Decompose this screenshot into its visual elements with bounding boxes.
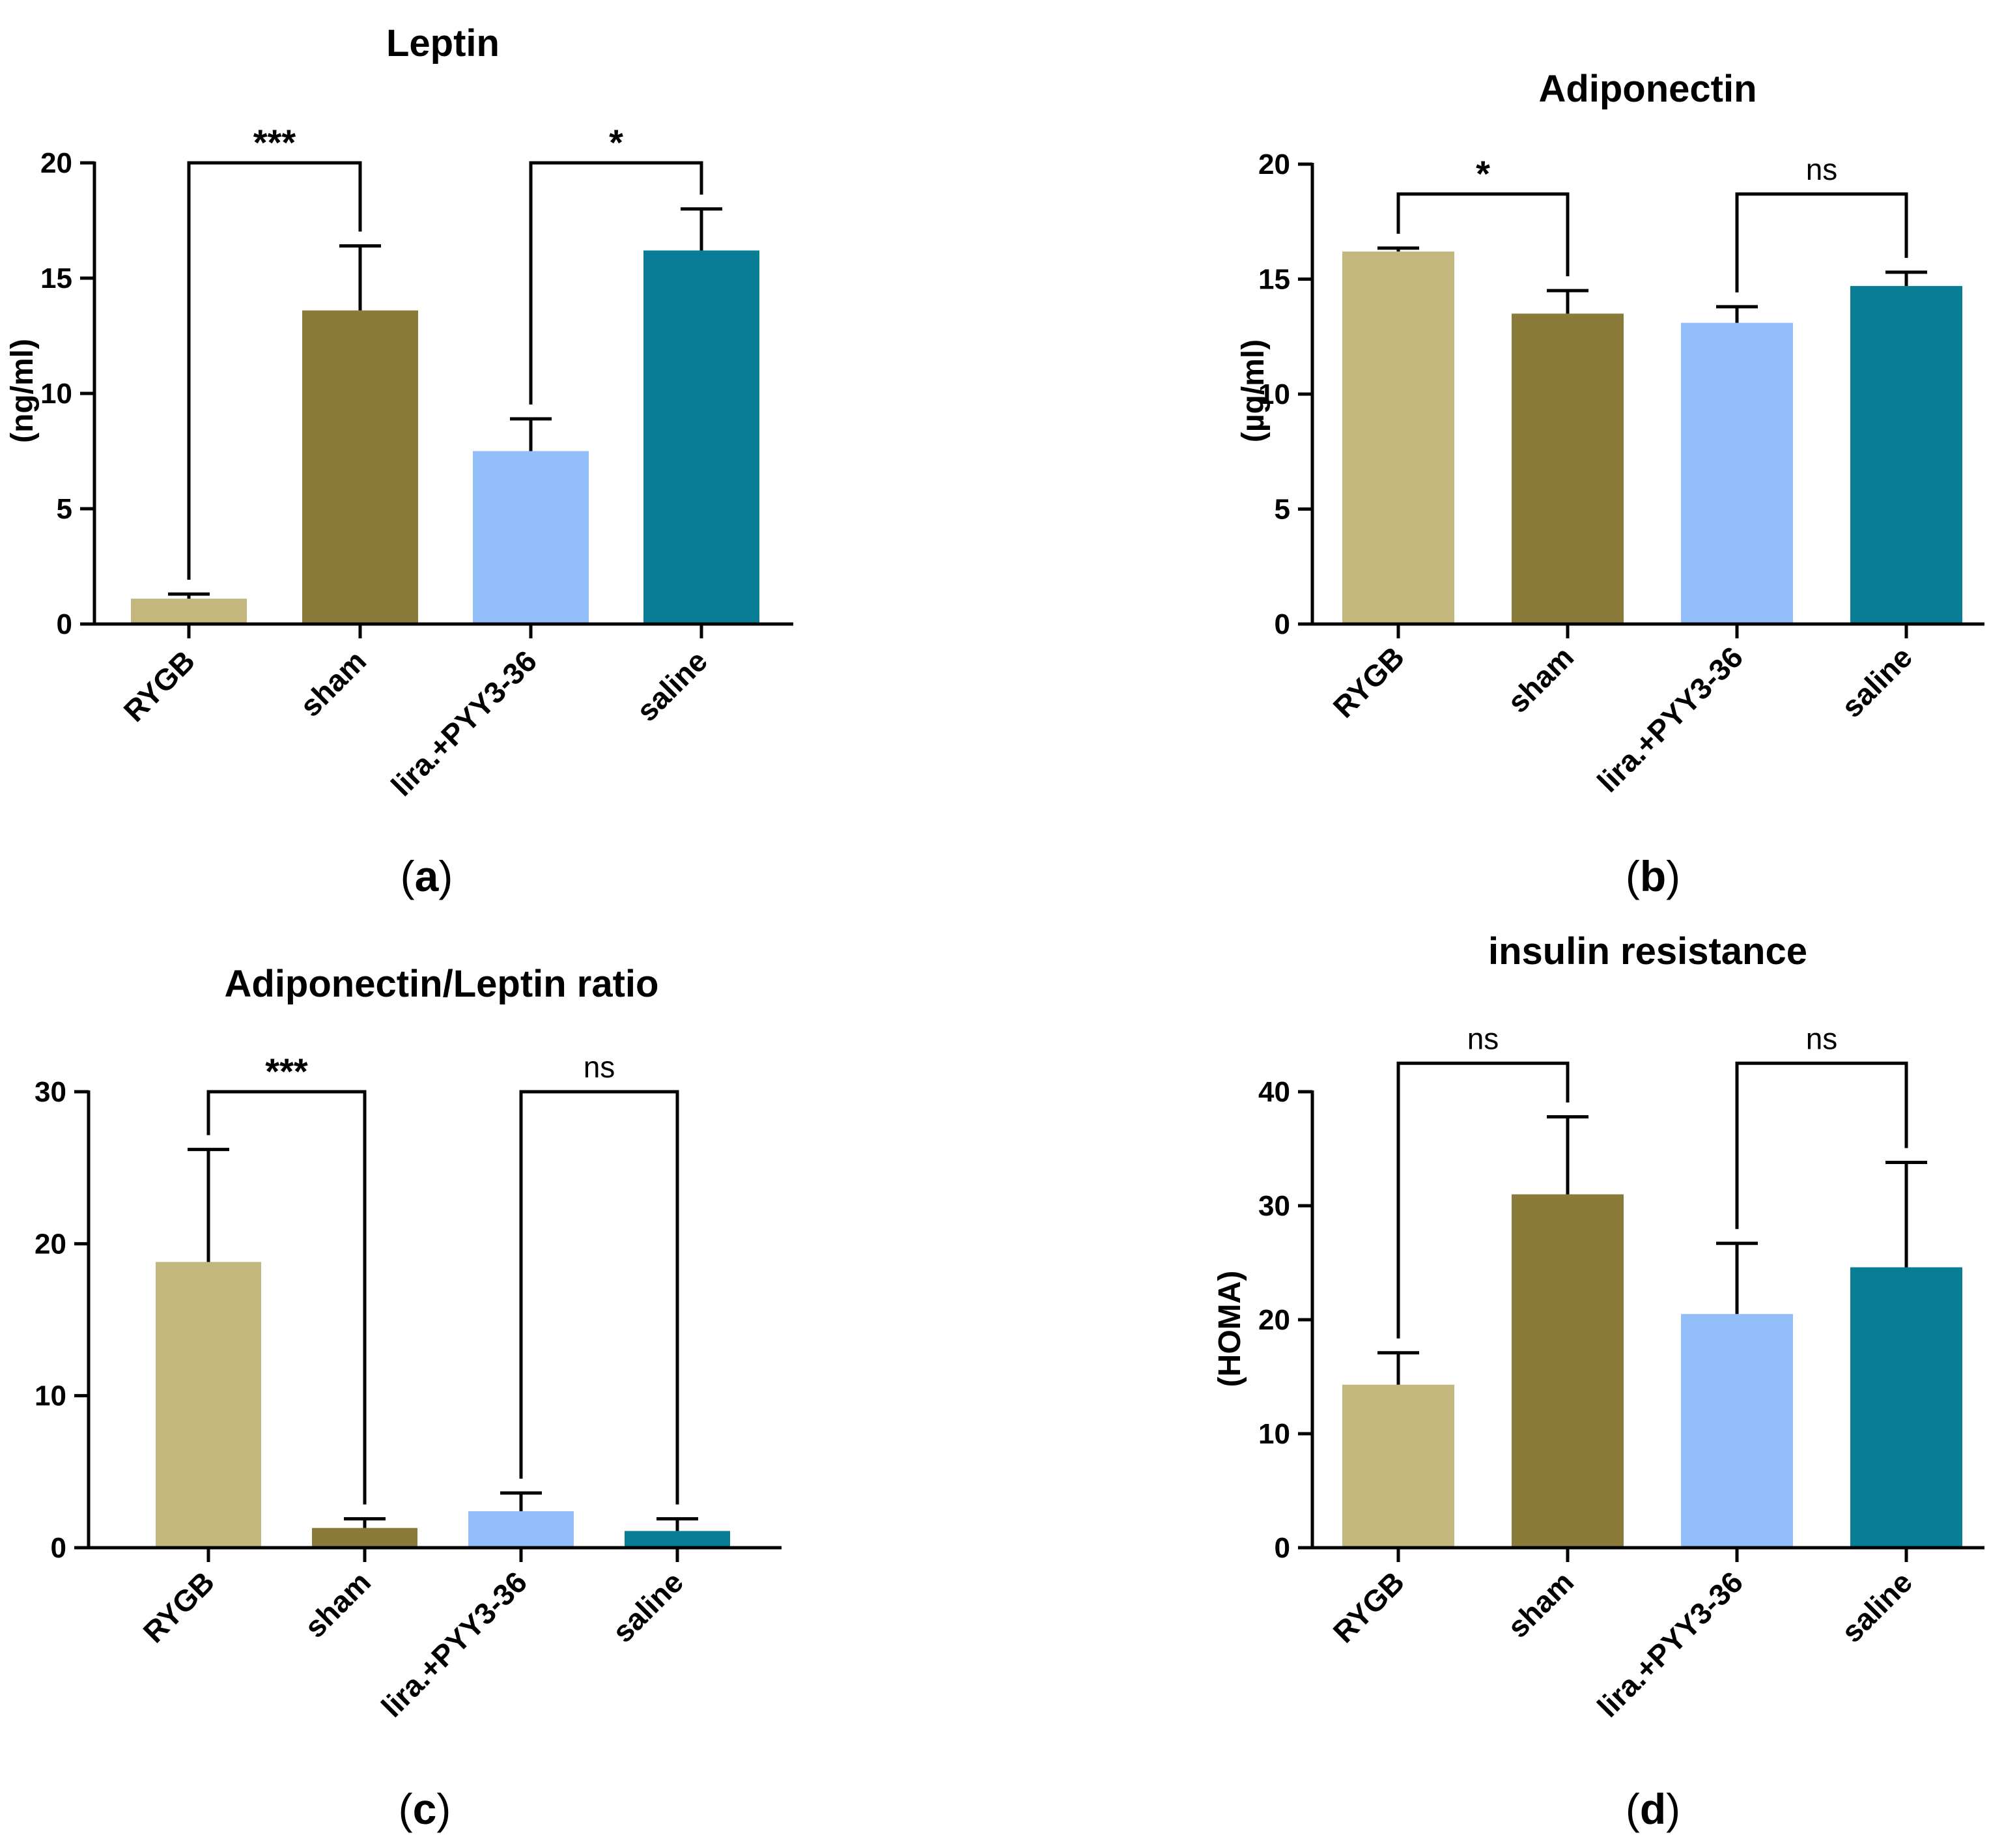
bar-saline — [643, 250, 759, 624]
y-tick-label: 0 — [1275, 608, 1290, 640]
y-tick-label: 10 — [35, 1380, 66, 1412]
significance-bracket — [1735, 192, 1908, 292]
bar-sham — [1512, 1194, 1624, 1548]
x-tick-label: saline — [606, 1565, 690, 1649]
bar-saline — [1850, 286, 1962, 625]
panel-label-letter: a — [415, 852, 440, 900]
panel-label-close-paren: ) — [438, 852, 453, 900]
bar-sham — [302, 310, 418, 624]
chart-title: insulin resistance — [1488, 930, 1807, 973]
y-tick-label: 20 — [40, 147, 72, 179]
panel-b-adiponectin-chart: Adiponectin (µg/ml) 0 5 10 15 20 RYGB sham lira.+… — [1236, 68, 1984, 900]
x-tick-label: sham — [298, 1565, 377, 1644]
significance-label: ns — [1806, 1021, 1838, 1055]
panel-label-letter: c — [413, 1785, 437, 1833]
y-tick-label: 40 — [1258, 1076, 1290, 1108]
y-tick-label: 30 — [35, 1076, 66, 1108]
x-tick-label: lira.+PYY3-36 — [384, 644, 543, 803]
y-tick-label: 0 — [57, 608, 72, 640]
x-tick-label: RYGB — [117, 644, 202, 728]
panel-label-open-paren: ( — [1626, 852, 1640, 900]
y-tick-label: 20 — [35, 1228, 66, 1260]
panel-label: (d) — [1626, 1785, 1680, 1833]
bar-rygb — [156, 1262, 261, 1548]
panel-c-ratio-chart: Adiponectin/Leptin ratio 0 10 20 30 RYGB shaml… — [35, 963, 782, 1833]
y-tick-label: 15 — [1258, 264, 1290, 296]
chart-title: Adiponectin — [1538, 68, 1757, 110]
y-axis-label: (HOMA) — [1213, 1271, 1247, 1387]
y-tick-label: 0 — [51, 1532, 66, 1564]
x-tick-label: lira.+PYY3-36 — [374, 1565, 533, 1724]
x-tick-label: RYGB — [1327, 640, 1411, 724]
panel-label-open-paren: ( — [401, 852, 415, 900]
significance-label: ns — [1467, 1021, 1499, 1055]
y-tick-label: 15 — [40, 263, 72, 294]
bar-lira-pyy3-36 — [1681, 322, 1793, 624]
y-tick-label: 20 — [1258, 1304, 1290, 1336]
panel-label: (c) — [399, 1785, 451, 1833]
y-tick-label: 10 — [1258, 1418, 1290, 1450]
significance-bracket — [1396, 192, 1570, 277]
panel-label-letter: b — [1640, 852, 1666, 900]
significance-bracket — [1396, 1061, 1570, 1339]
x-tick-label: sham — [1501, 640, 1580, 719]
x-tick-label: sham — [293, 644, 373, 723]
bar-sham — [1512, 313, 1624, 624]
x-tick-label: lira.+PYY3-36 — [1590, 640, 1749, 799]
x-tick-label: RYGB — [1327, 1565, 1411, 1649]
panel-d-insulin-resistance-chart: insulin resistance (HOMA) 0 10 20 30 40 RYGB sha… — [1213, 930, 1984, 1833]
y-tick-label: 30 — [1258, 1190, 1290, 1222]
x-tick-label: saline — [630, 644, 714, 728]
bar-lira-pyy3-36 — [473, 451, 589, 624]
significance-label: * — [1476, 153, 1490, 194]
panel-label: (b) — [1626, 852, 1680, 900]
bar-rygb — [1342, 1384, 1454, 1548]
y-axis-label: (ng/ml) — [5, 339, 40, 443]
significance-bracket — [1735, 1061, 1908, 1229]
panel-label-close-paren: ) — [1666, 1785, 1680, 1833]
bar-rygb — [131, 599, 247, 624]
bar-saline — [625, 1531, 730, 1548]
y-axis-label: (µg/ml) — [1236, 339, 1271, 442]
x-tick-label: sham — [1501, 1565, 1580, 1644]
bar-rygb — [1342, 251, 1454, 624]
x-tick-label: saline — [1835, 1565, 1919, 1649]
significance-label: *** — [265, 1051, 308, 1092]
y-tick-label: 5 — [57, 493, 72, 525]
y-tick-label: 10 — [40, 378, 72, 410]
panel-a-leptin-chart: Leptin (ng/ml) 0 5 10 15 20 RYGB sham lira.+PYY3-… — [5, 22, 793, 900]
chart-title: Adiponectin/Leptin ratio — [225, 963, 659, 1005]
significance-label: ns — [584, 1050, 615, 1084]
bar-lira-pyy3-36 — [468, 1511, 574, 1548]
y-tick-label: 5 — [1275, 494, 1290, 526]
significance-bracket — [206, 1090, 367, 1505]
panel-label-open-paren: ( — [399, 1785, 413, 1833]
y-tick-label: 20 — [1258, 149, 1290, 180]
panel-label-open-paren: ( — [1626, 1785, 1640, 1833]
significance-bracket — [187, 161, 362, 580]
y-tick-label: 0 — [1275, 1532, 1290, 1564]
y-tick-label: 10 — [1258, 378, 1290, 410]
x-tick-label: RYGB — [137, 1565, 221, 1649]
panel-label-close-paren: ) — [436, 1785, 451, 1833]
x-tick-label: saline — [1835, 640, 1919, 724]
chart-title: Leptin — [386, 22, 500, 64]
bar-lira-pyy3-36 — [1681, 1314, 1793, 1548]
bar-sham — [312, 1528, 417, 1548]
significance-bracket — [529, 161, 703, 405]
significance-bracket — [519, 1090, 679, 1505]
significance-label: * — [609, 122, 623, 163]
x-tick-label: lira.+PYY3-36 — [1590, 1565, 1749, 1724]
panel-label-close-paren: ) — [1666, 852, 1680, 900]
panel-label-letter: d — [1640, 1785, 1666, 1833]
panel-label: (a) — [401, 852, 453, 900]
significance-label: *** — [253, 122, 296, 163]
significance-label: ns — [1806, 152, 1838, 186]
bar-saline — [1850, 1267, 1962, 1548]
